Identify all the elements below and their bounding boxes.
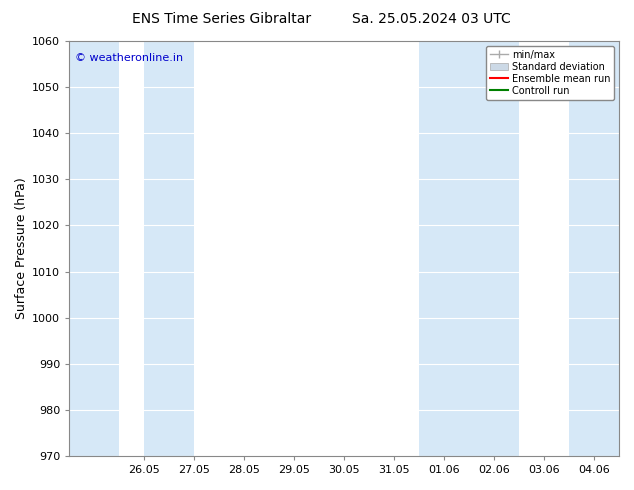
Text: ENS Time Series Gibraltar: ENS Time Series Gibraltar <box>133 12 311 26</box>
Text: © weatheronline.in: © weatheronline.in <box>75 53 183 64</box>
Bar <box>69 41 119 456</box>
Bar <box>419 41 469 456</box>
Bar <box>145 41 194 456</box>
Bar <box>569 41 619 456</box>
Bar <box>469 41 519 456</box>
Legend: min/max, Standard deviation, Ensemble mean run, Controll run: min/max, Standard deviation, Ensemble me… <box>486 46 614 99</box>
Y-axis label: Surface Pressure (hPa): Surface Pressure (hPa) <box>15 178 28 319</box>
Text: Sa. 25.05.2024 03 UTC: Sa. 25.05.2024 03 UTC <box>352 12 510 26</box>
